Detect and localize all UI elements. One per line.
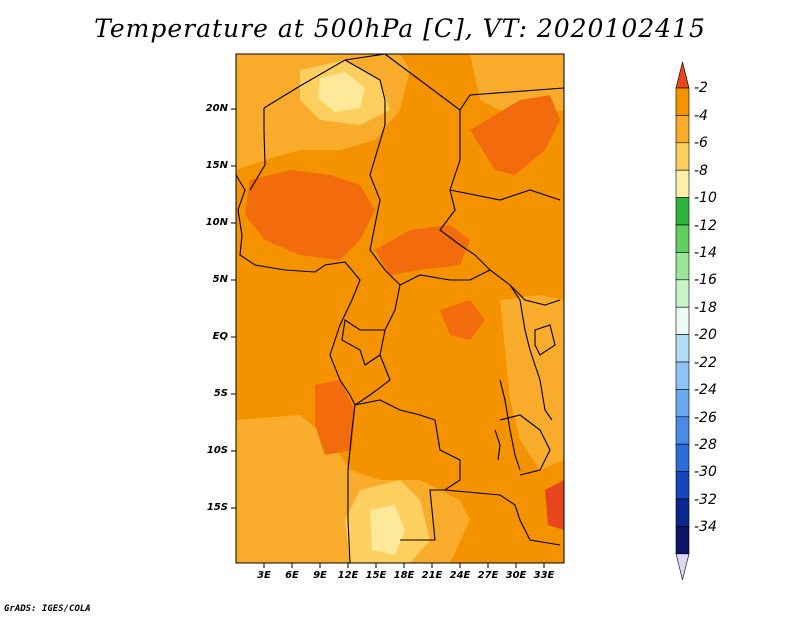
colorbar-label: -14 bbox=[694, 245, 717, 261]
lat-label: 5N bbox=[212, 274, 228, 285]
border bbox=[249, 108, 266, 191]
colorbar-bin bbox=[675, 498, 690, 527]
border bbox=[459, 87, 565, 111]
colorbar-bin bbox=[675, 142, 690, 171]
colorbar-label: -10 bbox=[694, 190, 717, 206]
colorbar-label: -8 bbox=[694, 163, 708, 179]
colorbar-label: -30 bbox=[694, 464, 717, 480]
colorbar-upper-arrow bbox=[675, 61, 690, 89]
border bbox=[499, 414, 551, 476]
colorbar-bin bbox=[675, 252, 690, 281]
map-frame bbox=[235, 53, 565, 564]
border bbox=[354, 399, 461, 541]
colorbar-label: -16 bbox=[694, 272, 717, 288]
colorbar-bin bbox=[675, 471, 690, 500]
colorbar-label: -18 bbox=[694, 300, 717, 316]
border bbox=[509, 284, 561, 306]
lon-label: 12E bbox=[337, 570, 359, 581]
colorbar-bin bbox=[675, 115, 690, 144]
chart-title: Temperature at 500hPa [C], VT: 202010241… bbox=[94, 14, 706, 43]
country-borders bbox=[235, 53, 565, 564]
field-zone-coolest bbox=[318, 72, 365, 112]
lat-label: 10N bbox=[205, 217, 228, 228]
border bbox=[344, 59, 401, 286]
lon-label: 33E bbox=[533, 570, 555, 581]
field-zone-warm bbox=[315, 380, 355, 455]
field-zone-cool bbox=[500, 295, 564, 470]
colorbar-bin bbox=[675, 334, 690, 363]
colorbar-bin bbox=[675, 526, 690, 555]
colorbar-label: -4 bbox=[694, 108, 708, 124]
lat-label: 20N bbox=[205, 103, 228, 114]
lat-label: 15S bbox=[206, 502, 228, 513]
colorbar-label: -12 bbox=[694, 218, 717, 234]
border bbox=[263, 53, 386, 109]
lake bbox=[534, 324, 556, 356]
colorbar-label: -2 bbox=[694, 80, 708, 96]
colorbar-label: -26 bbox=[694, 410, 717, 426]
lake bbox=[499, 379, 521, 471]
lat-label: 15N bbox=[205, 160, 228, 171]
colorbar-bin bbox=[675, 169, 690, 198]
field-zone-warm bbox=[545, 480, 564, 530]
coastline bbox=[235, 174, 361, 406]
coastline bbox=[347, 404, 356, 564]
field-zone-coolest bbox=[370, 505, 405, 555]
colorbar-bin bbox=[675, 87, 690, 116]
colorbar-label: -34 bbox=[694, 519, 717, 535]
lon-label: 30E bbox=[505, 570, 527, 581]
field-zone-warm bbox=[440, 300, 485, 340]
colorbar-bin bbox=[675, 279, 690, 308]
border bbox=[519, 299, 553, 421]
border bbox=[449, 189, 561, 201]
lat-label: 5S bbox=[213, 388, 228, 399]
colorbar-lower-arrow bbox=[675, 553, 690, 580]
colorbar-bin bbox=[675, 306, 690, 335]
colorbar-bin bbox=[675, 361, 690, 390]
border bbox=[341, 319, 385, 366]
colorbar-label: -28 bbox=[694, 437, 717, 453]
temperature-field bbox=[236, 54, 564, 563]
colorbar-bin bbox=[675, 443, 690, 472]
colorbar-label: -24 bbox=[694, 382, 717, 398]
lon-label: 15E bbox=[365, 570, 387, 581]
border bbox=[444, 489, 561, 546]
lon-label: 27E bbox=[477, 570, 499, 581]
colorbar bbox=[675, 61, 690, 580]
field-zone-warm bbox=[470, 95, 560, 175]
lon-label: 18E bbox=[393, 570, 415, 581]
grads-credit: GrADS: IGES/COLA bbox=[4, 604, 91, 614]
field-zone-warm bbox=[375, 225, 470, 275]
colorbar-label: -22 bbox=[694, 355, 717, 371]
lon-label: 3E bbox=[257, 570, 271, 581]
colorbar-bin bbox=[675, 197, 690, 226]
lat-label: 10S bbox=[206, 445, 228, 456]
border bbox=[399, 269, 491, 286]
field-zone-warm bbox=[245, 170, 375, 260]
colorbar-label: -20 bbox=[694, 327, 717, 343]
colorbar-label: -6 bbox=[694, 135, 708, 151]
colorbar-bin bbox=[675, 416, 690, 445]
colorbar-bin bbox=[675, 224, 690, 253]
lon-label: 21E bbox=[421, 570, 443, 581]
lon-label: 6E bbox=[285, 570, 299, 581]
lake bbox=[494, 429, 501, 461]
axis-ticks bbox=[231, 108, 545, 568]
lat-label: EQ bbox=[212, 331, 228, 342]
colorbar-bin bbox=[675, 389, 690, 418]
lon-label: 9E bbox=[313, 570, 327, 581]
colorbar-label: -32 bbox=[694, 492, 717, 508]
lon-label: 24E bbox=[449, 570, 471, 581]
